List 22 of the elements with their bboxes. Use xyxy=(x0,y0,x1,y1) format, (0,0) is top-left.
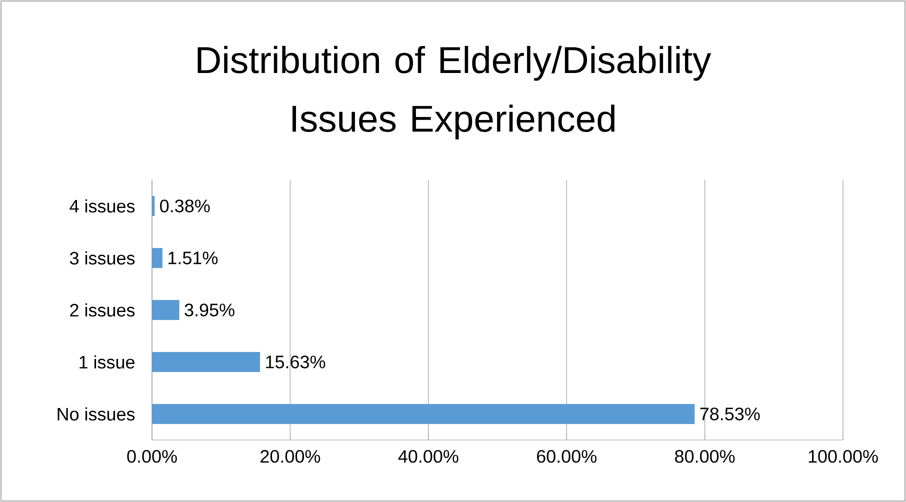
data-label: 0.38% xyxy=(160,200,210,212)
data-label: 1.51% xyxy=(168,252,218,264)
x-tick-label: 40.00% xyxy=(398,450,458,463)
bar xyxy=(152,300,180,320)
bar xyxy=(152,404,695,424)
bar xyxy=(152,196,155,216)
bar xyxy=(152,352,260,372)
x-tick-label: 60.00% xyxy=(537,450,596,463)
x-tick-label: 100.00% xyxy=(808,450,878,463)
data-label: 15.63% xyxy=(266,356,326,368)
y-tick-label: 3 issues xyxy=(70,251,135,265)
x-tick-label: 20.00% xyxy=(260,450,320,463)
x-tick-label: 80.00% xyxy=(675,450,735,463)
x-tick-label: 0.00% xyxy=(127,450,177,463)
y-tick-label: 2 issues xyxy=(70,303,135,317)
bar xyxy=(152,248,162,268)
data-label: 3.95% xyxy=(184,304,234,316)
data-label: 78.53% xyxy=(700,408,760,420)
y-tick-label: No issues xyxy=(58,407,135,421)
chart-title: Distribution of Elderly/Disability Issues Experienced xyxy=(198,46,712,140)
y-tick-label: 1 issue xyxy=(80,355,134,369)
y-tick-label: 4 issues xyxy=(70,199,135,213)
